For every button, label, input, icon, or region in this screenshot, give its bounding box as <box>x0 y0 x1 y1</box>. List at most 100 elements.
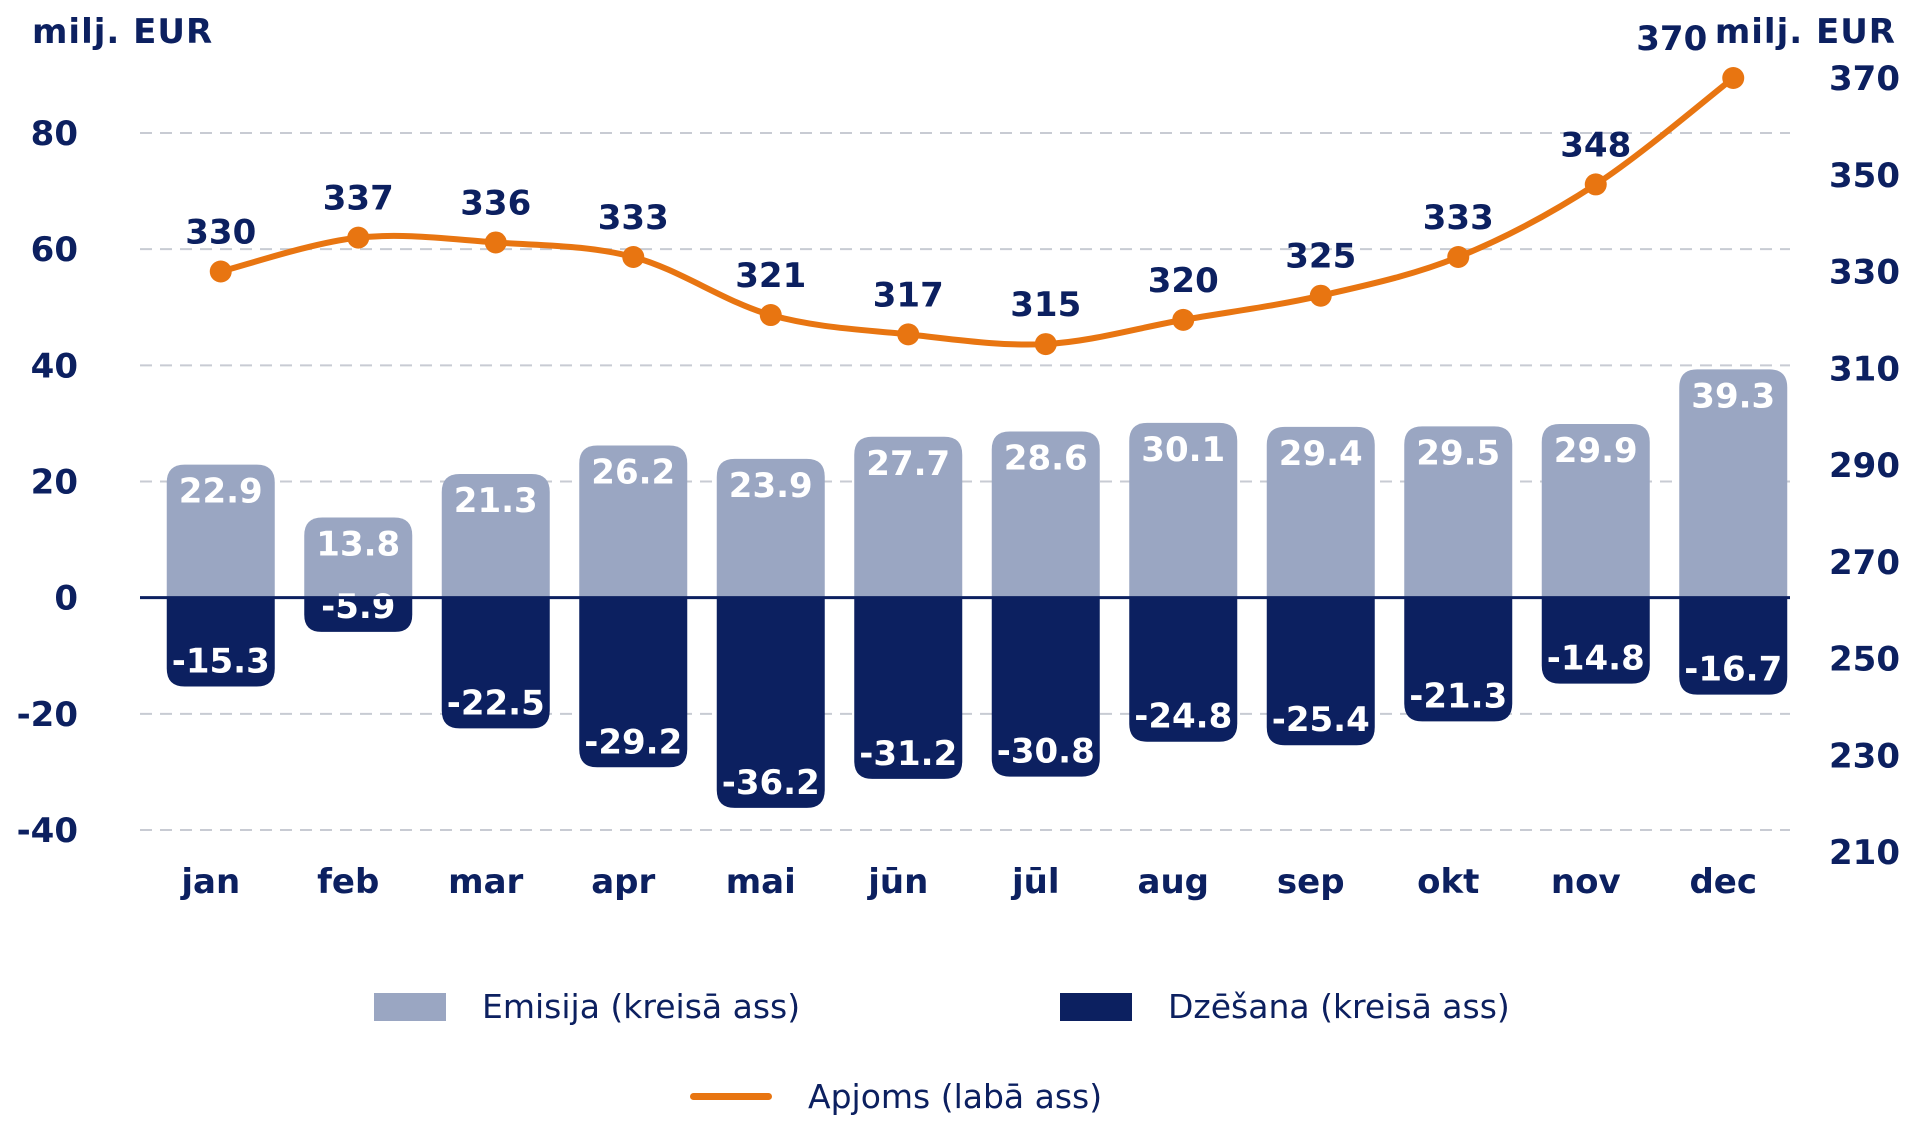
right-tick-label: 250 <box>1829 640 1900 680</box>
apjoms-value-label: 348 <box>1560 125 1631 165</box>
emisija-bar <box>1404 426 1513 598</box>
x-axis-ticks: jan feb mar apr mai jūn jūl aug sep okt nov dec <box>179 862 1757 902</box>
right-tick-label: 330 <box>1829 253 1900 293</box>
grid-lines <box>140 132 1790 831</box>
left-axis-ticks: 80 60 40 20 0 -20 -40 <box>17 114 78 851</box>
x-tick-label: aug <box>1138 862 1210 902</box>
x-tick-label: apr <box>591 862 655 902</box>
dzesana-value-label: -22.5 <box>447 683 545 723</box>
x-tick-label: mai <box>726 862 796 902</box>
apjoms-point <box>1584 173 1607 196</box>
legend-label-dzesana: Dzēšana (kreisā ass) <box>1168 987 1510 1026</box>
emisija-bar <box>1679 369 1788 598</box>
legend-item-dzesana: Dzēšana (kreisā ass) <box>1060 985 1510 1026</box>
bars: 22.9 13.8 21.3 26.2 23.9 27.7 28.6 30.1 29.4 29.5… <box>166 369 1788 808</box>
x-tick-label: jūl <box>1010 862 1060 902</box>
dzesana-bar <box>166 597 275 687</box>
dzesana-value-label: -31.2 <box>859 734 957 774</box>
apjoms-value-label: 336 <box>460 183 531 223</box>
dzesana-value-label: -25.4 <box>1272 700 1370 740</box>
emisija-bar <box>854 436 963 598</box>
emisija-bar <box>1541 423 1650 598</box>
dzesana-value-label: -36.2 <box>722 763 820 803</box>
dzesana-value-label: -21.3 <box>1409 676 1507 716</box>
dzesana-bar <box>1266 597 1375 746</box>
apjoms-swatch <box>690 1093 772 1100</box>
legend-label-emisija: Emisija (kreisā ass) <box>482 987 801 1026</box>
apjoms-point <box>897 323 920 346</box>
legend-label-apjoms: Apjoms (labā ass) <box>808 1077 1103 1116</box>
right-axis-ticks: 370 350 330 310 290 270 250 230 210 <box>1829 59 1900 873</box>
x-tick-label: mar <box>448 862 523 902</box>
dzesana-bar <box>579 597 688 768</box>
right-tick-label: 210 <box>1829 833 1900 873</box>
apjoms-value-label: 317 <box>873 275 944 315</box>
apjoms-point <box>347 226 370 249</box>
dzesana-bar <box>1404 597 1513 722</box>
apjoms-value-label: 325 <box>1285 237 1356 277</box>
apjoms-value-label: 333 <box>598 198 669 238</box>
right-axis-unit: milj. EUR <box>1714 12 1896 52</box>
emisija-value-label: 29.9 <box>1554 431 1638 471</box>
dzesana-swatch <box>1060 992 1132 1021</box>
emisija-bar <box>441 473 550 598</box>
apjoms-value-label: 333 <box>1423 198 1494 238</box>
left-tick-label: 60 <box>31 230 78 270</box>
apjoms-value-label: 315 <box>1010 285 1081 325</box>
x-tick-label: feb <box>317 862 379 902</box>
emisija-value-label: 30.1 <box>1141 430 1225 470</box>
apjoms-point <box>759 304 782 327</box>
emisija-value-label: 29.4 <box>1279 434 1363 474</box>
dzesana-bar <box>304 597 413 632</box>
dzesana-value-label: -24.8 <box>1134 697 1232 737</box>
x-tick-label: nov <box>1551 862 1621 902</box>
emisija-value-label: 23.9 <box>729 466 813 506</box>
apjoms-value-label: 337 <box>323 179 394 219</box>
emisija-value-label: 29.5 <box>1416 433 1500 473</box>
emisija-value-label: 28.6 <box>1004 439 1088 479</box>
right-tick-label: 270 <box>1829 543 1900 583</box>
apjoms-value-label: 320 <box>1148 261 1219 301</box>
apjoms-point <box>209 260 232 283</box>
dzesana-value-label: -14.8 <box>1547 639 1645 679</box>
emisija-swatch <box>374 992 446 1021</box>
x-tick-label: jan <box>179 862 240 902</box>
apjoms-point <box>622 245 645 268</box>
emisija-value-label: 26.2 <box>591 452 675 492</box>
left-tick-label: 40 <box>31 346 78 386</box>
emisija-bar <box>1266 426 1375 598</box>
emisija-bar <box>304 517 413 598</box>
left-axis-unit: milj. EUR <box>32 12 214 52</box>
apjoms-point <box>1309 284 1332 307</box>
dzesana-value-label: -30.8 <box>997 732 1095 772</box>
apjoms-point <box>1447 245 1470 268</box>
right-tick-label: 370 <box>1829 59 1900 99</box>
apjoms-value-label: 330 <box>185 213 256 253</box>
x-tick-label: okt <box>1417 862 1479 902</box>
x-tick-label: sep <box>1277 862 1345 902</box>
legend-item-apjoms: Apjoms (labā ass) <box>690 1075 1102 1116</box>
emisija-value-label: 22.9 <box>179 472 263 512</box>
right-tick-label: 290 <box>1829 446 1900 486</box>
dzesana-bar <box>991 597 1100 777</box>
left-tick-label: 80 <box>31 114 78 154</box>
emisija-value-label: 27.7 <box>866 444 950 484</box>
emisija-bar <box>1129 422 1238 598</box>
dzesana-bar <box>1541 597 1650 684</box>
emisija-bar <box>579 445 688 598</box>
apjoms-value-label: 370 <box>1636 19 1707 59</box>
apjoms-point <box>1172 308 1195 331</box>
dzesana-bar <box>1129 597 1238 742</box>
dzesana-bar <box>716 597 825 808</box>
emisija-bar <box>166 464 275 598</box>
left-tick-label: -20 <box>17 695 78 735</box>
apjoms-point <box>1722 67 1745 89</box>
x-tick-label: jūn <box>866 862 928 902</box>
legend-item-emisija: Emisija (kreisā ass) <box>374 985 800 1026</box>
dzesana-bar <box>854 597 963 779</box>
dzesana-bar <box>1679 597 1788 695</box>
right-tick-label: 350 <box>1829 156 1900 196</box>
emisija-bar <box>716 458 825 598</box>
left-tick-label: 0 <box>54 579 78 619</box>
